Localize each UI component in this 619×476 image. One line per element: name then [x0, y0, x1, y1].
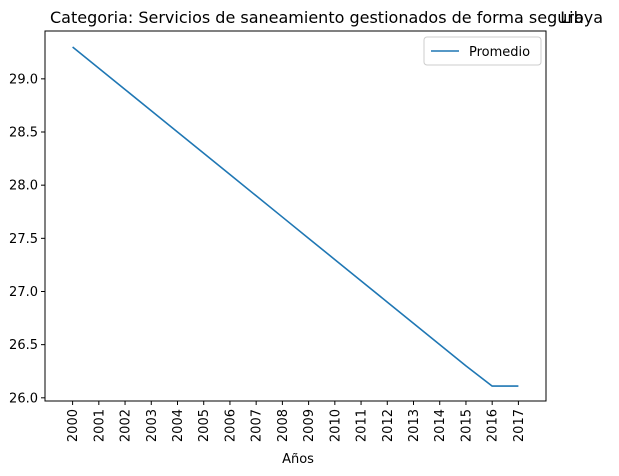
x-tick-label: 2009: [302, 409, 317, 442]
x-tick-label: 2002: [119, 409, 134, 442]
x-tick-label: 2003: [145, 409, 160, 442]
x-axis: 2000 2001 2002 2003 2004 2005 2006 2007 2008 2009…: [66, 401, 527, 442]
x-tick-label: 2004: [171, 409, 186, 442]
x-tick-label: 2006: [223, 409, 238, 442]
chart-title-location: Libya: [560, 8, 603, 27]
legend: Promedio: [423, 36, 542, 66]
x-tick-label: 2013: [407, 409, 422, 442]
x-tick-label: 2008: [276, 409, 291, 442]
series-line-promedio: [72, 46, 519, 387]
y-tick-label: 26.5: [9, 338, 38, 353]
series-layer: [72, 46, 519, 387]
legend-label-promedio: Promedio: [469, 45, 530, 60]
x-tick-label: 2011: [355, 409, 370, 442]
y-tick-label: 29.0: [9, 72, 38, 87]
x-tick-label: 2016: [486, 409, 501, 442]
x-tick-label: 2015: [459, 409, 474, 442]
x-tick-label: 2001: [92, 409, 107, 442]
x-tick-label: 2007: [250, 409, 265, 442]
y-tick-label: 27.5: [9, 232, 38, 247]
y-tick-label: 28.0: [9, 179, 38, 194]
legend-box: [423, 36, 542, 66]
y-axis: 26.0 26.5 27.0 27.5 28.0 28.5 29.0: [9, 72, 45, 406]
x-tick-label: 2012: [381, 409, 396, 442]
x-tick-label: 2000: [66, 409, 81, 442]
x-tick-label: 2010: [328, 409, 343, 442]
y-tick-label: 27.0: [9, 285, 38, 300]
y-tick-label: 28.5: [9, 126, 38, 141]
chart-title: Categoria: Servicios de saneamiento gest…: [50, 8, 584, 27]
plot-frame: [44, 30, 547, 402]
x-axis-label: Años: [282, 452, 314, 467]
x-tick-label: 2014: [433, 409, 448, 442]
y-tick-label: 26.0: [9, 391, 38, 406]
x-tick-label: 2005: [197, 409, 212, 442]
x-tick-label: 2017: [512, 409, 527, 442]
